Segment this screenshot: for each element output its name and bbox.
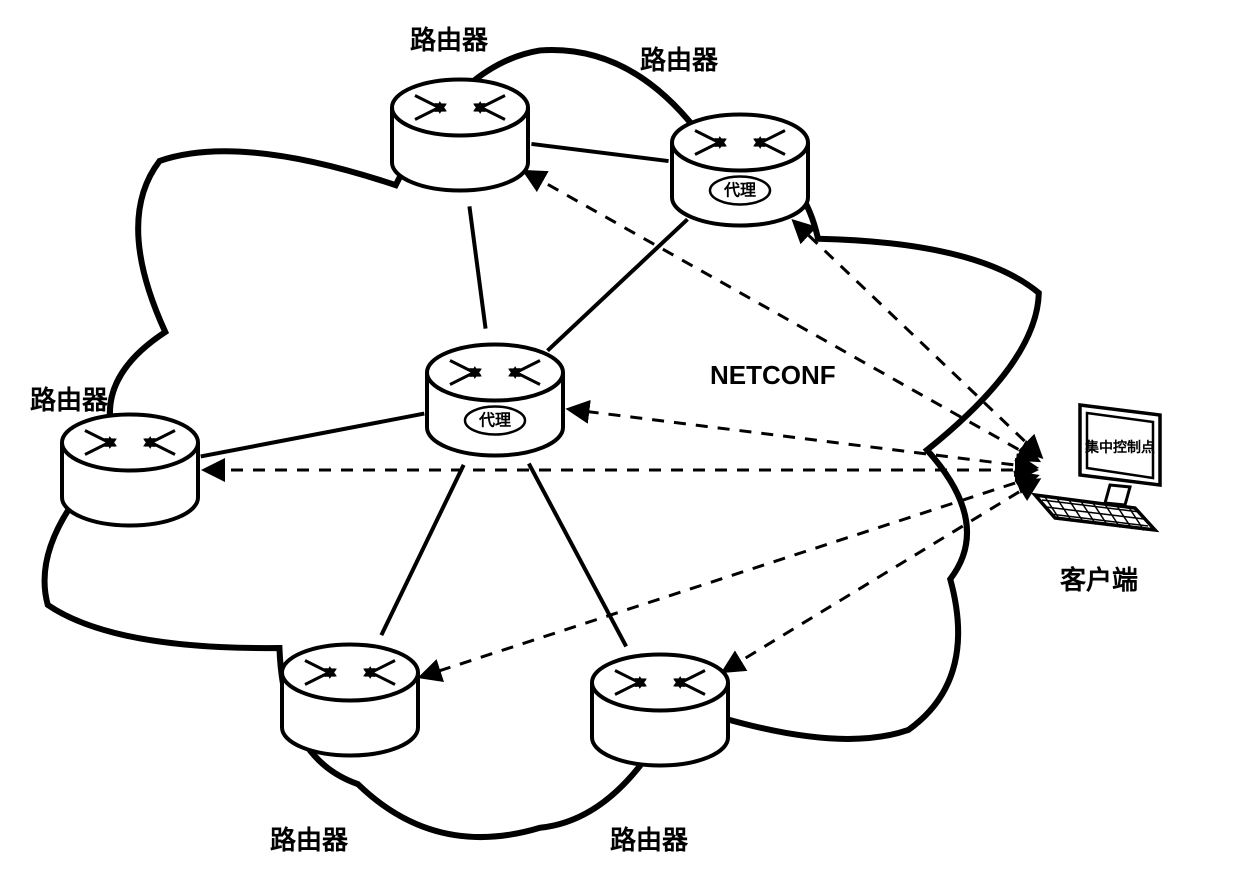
solid-edge (201, 414, 425, 457)
node-label: 路由器 (610, 820, 688, 857)
solid-edge (531, 144, 668, 161)
router-node: 代理 (672, 115, 808, 226)
node-label: 路由器 (270, 820, 348, 857)
node-label: 路由器 (640, 40, 718, 77)
network-diagram: 代理代理集中控制点 (0, 0, 1240, 864)
solid-edge (529, 464, 626, 647)
solid-edge (547, 219, 687, 350)
router-node (62, 415, 198, 526)
solid-edge (381, 465, 463, 635)
client-center-label: 集中控制点 (1084, 439, 1155, 455)
protocol-label: NETCONF (710, 360, 836, 391)
router-node (282, 645, 418, 756)
router-node (392, 80, 528, 191)
solid-edge (469, 206, 485, 328)
dashed-edge (724, 480, 1038, 671)
agent-label: 代理 (723, 181, 756, 200)
dashed-edge (421, 476, 1036, 677)
client-node: 集中控制点 (1035, 405, 1160, 531)
node-label: 路由器 (410, 20, 488, 57)
router-node: 代理 (427, 345, 563, 456)
agent-label: 代理 (478, 411, 511, 430)
diagram-svg: 代理代理集中控制点 (0, 0, 1240, 864)
dashed-edge (794, 222, 1040, 456)
node-label: 路由器 (30, 380, 108, 417)
node-label: 客户端 (1060, 560, 1138, 597)
router-node (592, 655, 728, 766)
